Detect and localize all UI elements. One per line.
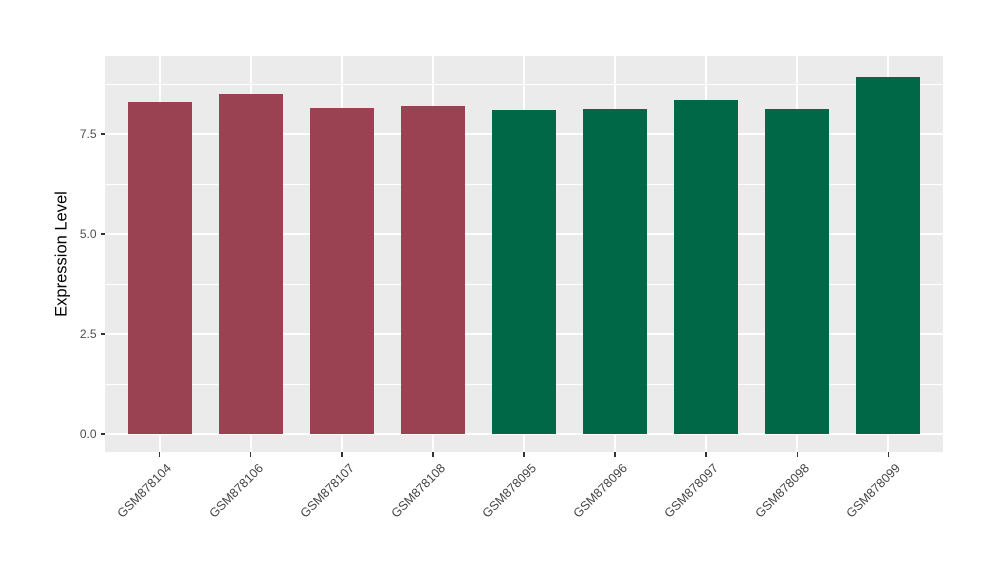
x-tick-mark (705, 452, 707, 457)
bar-GSM878108 (401, 105, 465, 434)
bar-GSM878096 (583, 108, 647, 434)
y-tick-label: 0.0 (79, 427, 97, 441)
x-tick-label-GSM878096: GSM878096 (570, 461, 630, 521)
bar-GSM878098 (765, 108, 830, 434)
x-tick-mark (614, 452, 616, 457)
y-tick-mark (100, 233, 105, 235)
bar-GSM878106 (218, 93, 283, 434)
y-tick-label: 7.5 (79, 127, 97, 141)
y-tick-mark (100, 133, 105, 135)
x-tick-mark (432, 452, 434, 457)
x-tick-mark (341, 452, 343, 457)
bar-GSM878095 (492, 109, 556, 434)
y-axis-title: Expression Level (52, 191, 71, 317)
y-tick-label: 2.5 (79, 327, 97, 341)
x-tick-label-GSM878097: GSM878097 (661, 461, 722, 521)
x-tick-mark (523, 452, 525, 457)
bar-GSM878099 (856, 76, 921, 434)
x-tick-label-GSM878107: GSM878107 (297, 461, 357, 521)
plot-panel (105, 56, 943, 452)
y-tick-mark (100, 433, 105, 435)
x-tick-label-GSM878108: GSM878108 (388, 461, 448, 521)
bar-GSM878104 (127, 101, 192, 434)
x-tick-mark (887, 452, 890, 457)
y-tick-mark (100, 333, 105, 335)
x-tick-label-GSM878106: GSM878106 (206, 461, 266, 521)
x-tick-label-GSM878104: GSM878104 (115, 461, 175, 521)
x-tick-label-GSM878099: GSM878099 (843, 461, 904, 521)
x-tick-mark (249, 452, 252, 457)
x-tick-mark (158, 452, 161, 457)
x-tick-label-GSM878098: GSM878098 (752, 461, 813, 521)
bar-GSM878097 (674, 99, 739, 434)
x-tick-mark (796, 452, 798, 457)
y-tick-label: 5.0 (79, 227, 97, 241)
x-tick-label-GSM878095: GSM878095 (479, 461, 539, 521)
bar-GSM878107 (309, 107, 374, 434)
